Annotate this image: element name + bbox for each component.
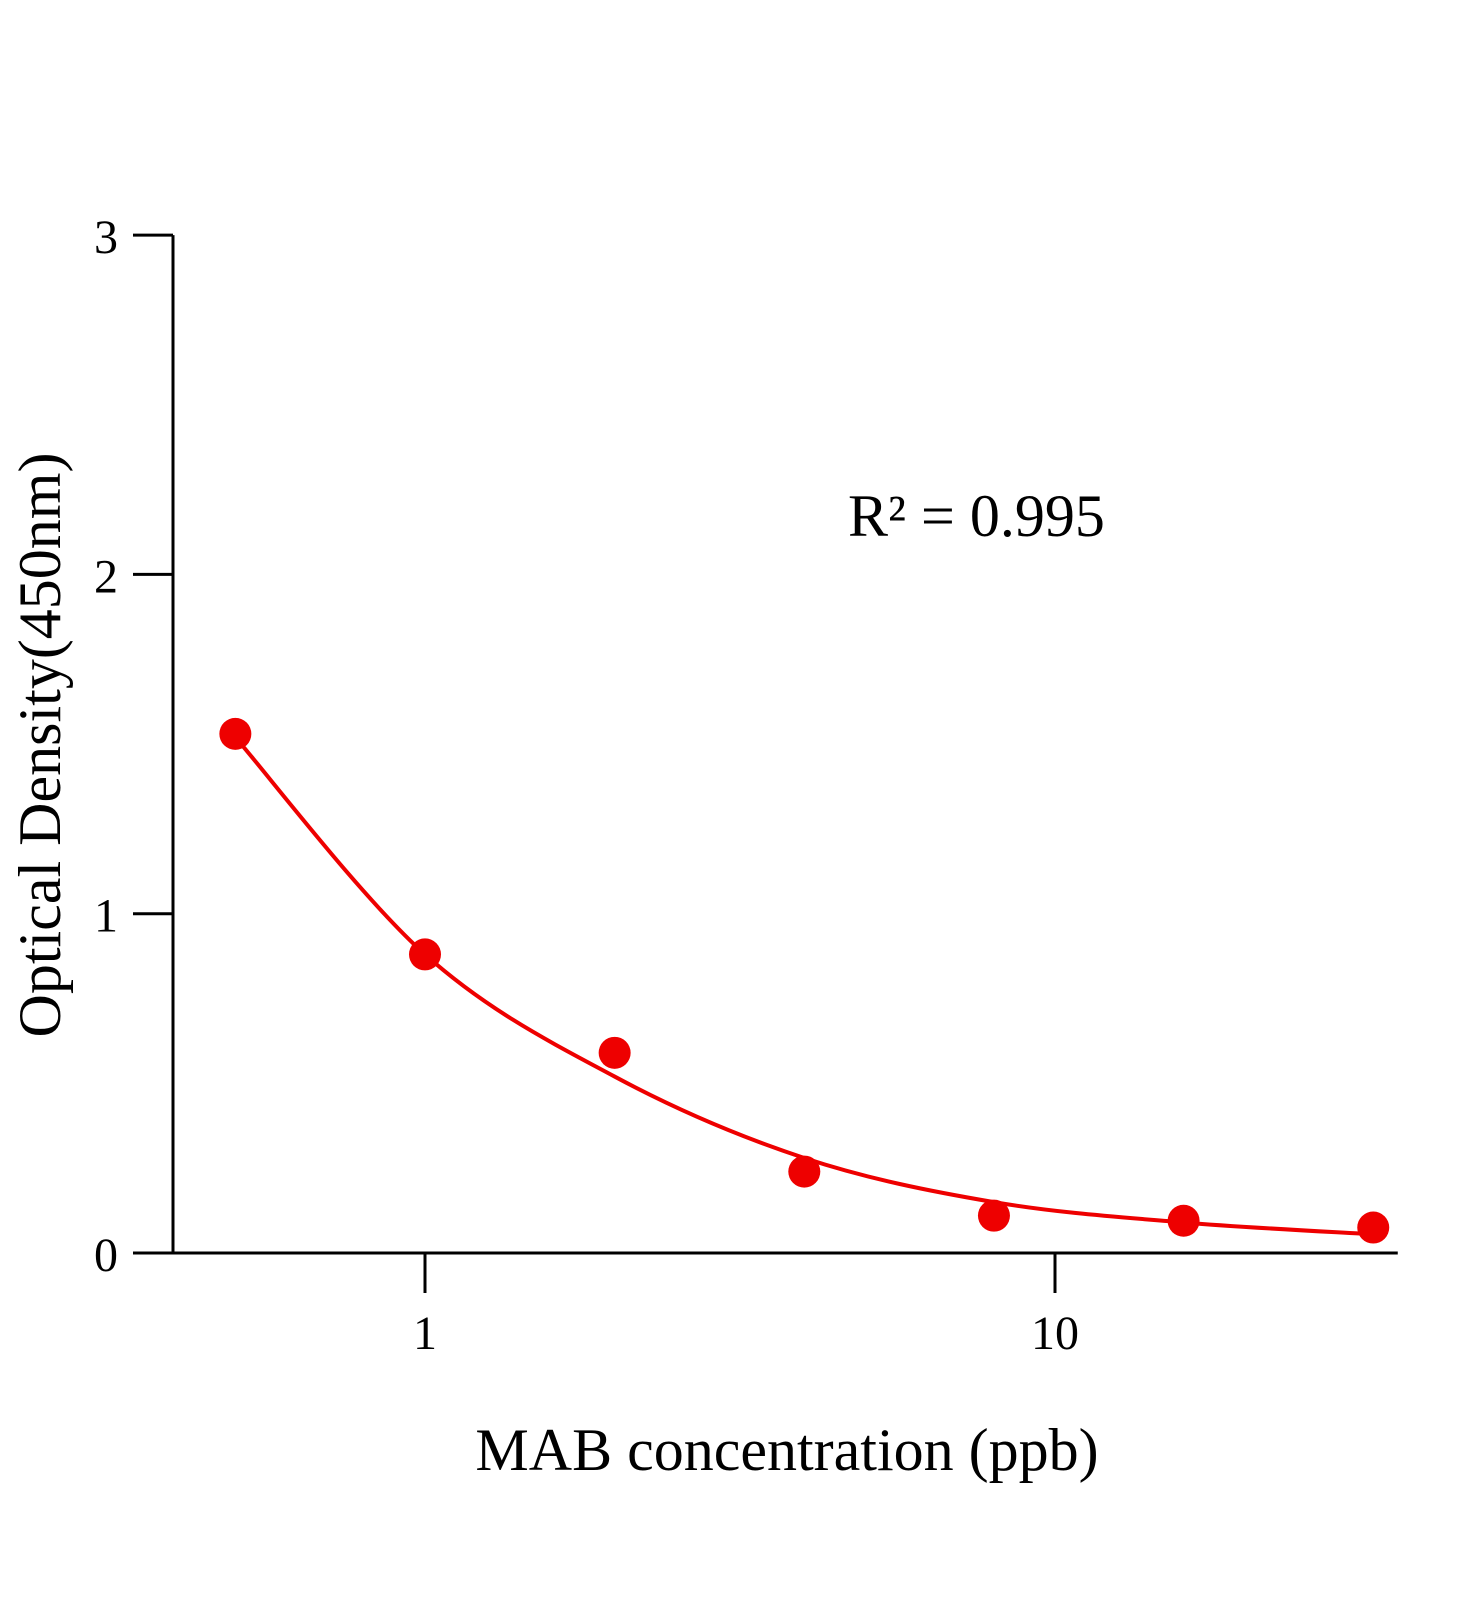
data-point xyxy=(1357,1211,1390,1244)
y-tick-label: 0 xyxy=(94,1229,118,1282)
data-point xyxy=(219,717,252,750)
data-point xyxy=(1167,1204,1200,1237)
y-tick-label: 2 xyxy=(94,550,118,603)
r-squared-annotation: R² = 0.995 xyxy=(848,483,1105,549)
axes: 0 1 2 3 1 10 xyxy=(94,211,1398,1360)
x-tick-label: 10 xyxy=(1031,1307,1079,1360)
data-point xyxy=(977,1199,1010,1232)
y-axis-title: Optical Density(450nm) xyxy=(7,453,73,1038)
x-axis-title: MAB concentration (ppb) xyxy=(475,1417,1098,1483)
x-tick-label: 1 xyxy=(413,1307,437,1360)
data-points xyxy=(219,717,1390,1244)
y-tick-label: 1 xyxy=(94,890,118,943)
y-tick-label: 3 xyxy=(94,211,118,264)
data-point xyxy=(598,1036,631,1069)
data-point xyxy=(788,1155,821,1188)
data-point xyxy=(409,938,441,971)
